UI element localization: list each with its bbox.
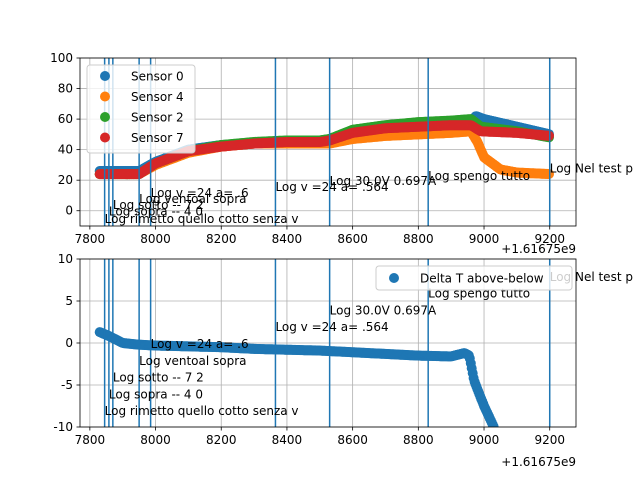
x-tick-label: 9200 bbox=[534, 232, 565, 246]
y-tick-label: 10 bbox=[58, 252, 73, 266]
event-label: Log Nel test p bbox=[550, 162, 633, 176]
x-tick-label: 7800 bbox=[75, 433, 106, 447]
bottom-legend: Delta T above-below bbox=[375, 265, 573, 291]
y-tick-label: -10 bbox=[53, 420, 73, 434]
legend-marker bbox=[100, 71, 110, 81]
legend-label: Sensor 7 bbox=[131, 131, 184, 145]
event-label: Log sotto -- 7 2 bbox=[113, 371, 204, 385]
bottom-axes: Log v =24 a= .6 Log ventoal sopra Log sott… bbox=[53, 252, 633, 447]
top-legend: Sensor 0 Sensor 4 Sensor 2 Sensor 7 bbox=[86, 64, 196, 154]
data-point bbox=[488, 421, 499, 427]
x-tick-label: 8800 bbox=[403, 232, 434, 246]
x-tick-label: 9000 bbox=[469, 433, 500, 447]
bottom-x-offset-label: +1.61675e9 bbox=[501, 455, 576, 469]
x-tick-label: 8800 bbox=[403, 433, 434, 447]
event-label: Log v =24 a= .6 bbox=[151, 186, 249, 200]
legend-marker bbox=[389, 273, 399, 283]
bottom-ticks: 7800 8000 8200 8400 8600 8800 9000 9200 -10 -5 0 5 1… bbox=[53, 252, 565, 447]
legend-marker bbox=[100, 132, 110, 143]
x-tick-label: 8000 bbox=[140, 433, 171, 447]
legend-label: Sensor 2 bbox=[131, 111, 184, 125]
legend-label: Sensor 0 bbox=[131, 70, 184, 84]
x-tick-label: 8400 bbox=[272, 433, 303, 447]
y-tick-label: 20 bbox=[58, 173, 73, 187]
event-label: Log ventoal sopra bbox=[139, 354, 246, 368]
top-ticks: 7800 8000 8200 8400 8600 8800 9000 9200 0 20 40 60 8… bbox=[50, 51, 565, 246]
event-label: Log rimetto quello cotto senza v bbox=[105, 212, 299, 226]
x-tick-label: 8400 bbox=[272, 232, 303, 246]
y-tick-label: 80 bbox=[58, 82, 73, 96]
x-tick-label: 8600 bbox=[337, 232, 368, 246]
legend-label: Delta T above-below bbox=[420, 272, 544, 286]
x-tick-label: 9000 bbox=[469, 232, 500, 246]
legend-marker bbox=[100, 91, 110, 102]
y-tick-label: 60 bbox=[58, 112, 73, 126]
legend-frame bbox=[375, 265, 573, 291]
x-tick-label: 8600 bbox=[337, 433, 368, 447]
y-tick-label: -5 bbox=[61, 378, 73, 392]
top-axes-frame bbox=[79, 57, 577, 227]
x-tick-label: 7800 bbox=[75, 232, 106, 246]
bottom-annotations: Log v =24 a= .6 Log ventoal sopra Log sott… bbox=[103, 259, 633, 427]
x-tick-label: 8200 bbox=[206, 433, 237, 447]
y-tick-label: 0 bbox=[65, 204, 73, 218]
x-tick-label: 8000 bbox=[140, 232, 171, 246]
y-tick-label: 40 bbox=[58, 143, 73, 157]
event-label: Log sopra -- 4 0 bbox=[109, 204, 203, 218]
legend-marker bbox=[100, 112, 110, 122]
event-label: Log sotto -- 7 2 bbox=[113, 198, 204, 212]
event-label: Log sopra -- 4 0 bbox=[109, 387, 203, 401]
y-tick-label: 5 bbox=[65, 294, 73, 308]
x-tick-label: 8200 bbox=[206, 232, 237, 246]
top-x-offset-label: +1.61675e9 bbox=[501, 242, 576, 256]
event-label: Log spengo tutto bbox=[428, 169, 530, 183]
event-label: Log v =24 a= .564 bbox=[275, 320, 388, 334]
event-label: Log ventoal sopra bbox=[139, 192, 246, 206]
event-label: Log v =24 a= .6 bbox=[151, 337, 249, 351]
event-label: Log 30.0V 0.697A bbox=[330, 174, 437, 188]
y-tick-label: 100 bbox=[50, 51, 73, 65]
legend-label: Sensor 4 bbox=[131, 90, 184, 104]
event-label: Log rimetto quello cotto senza v bbox=[105, 404, 299, 418]
y-tick-label: 0 bbox=[65, 336, 73, 350]
x-tick-label: 9200 bbox=[534, 433, 565, 447]
legend-frame bbox=[86, 64, 196, 154]
event-label: Log v =24 a= .564 bbox=[275, 180, 388, 194]
event-label: Log 30.0V 0.697A bbox=[330, 303, 437, 317]
